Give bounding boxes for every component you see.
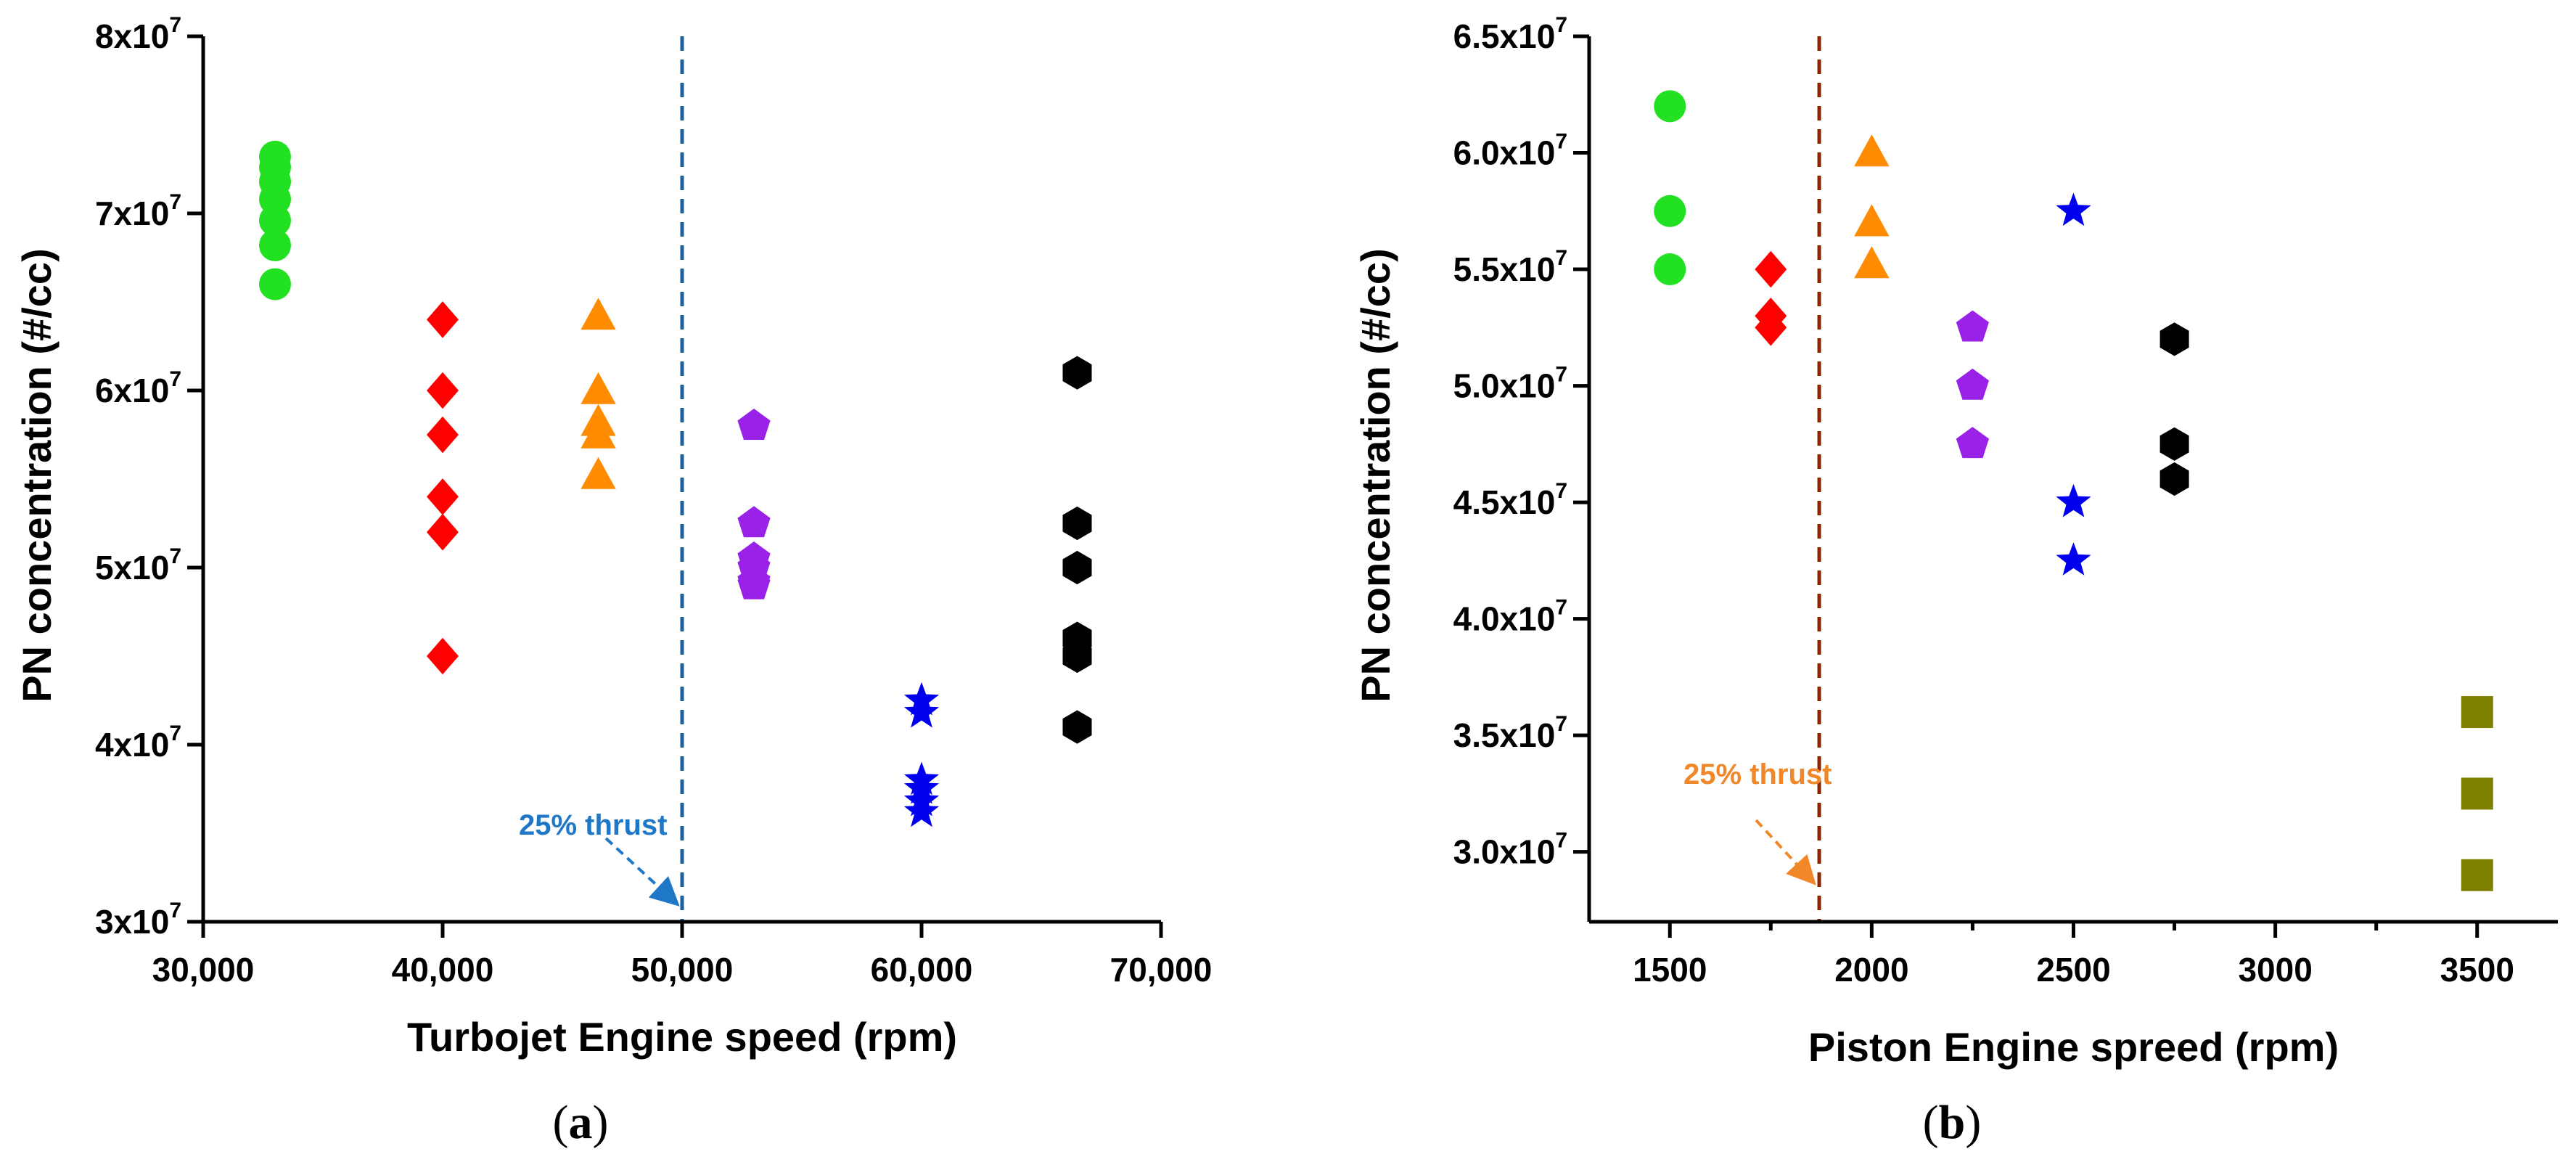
data-point-circle [1654, 90, 1686, 123]
data-point-diamond [427, 478, 459, 515]
x-tick-label: 3500 [2440, 951, 2514, 989]
data-point-star [903, 793, 940, 827]
data-point-hexagon [2159, 462, 2189, 496]
data-point-circle [259, 268, 291, 300]
data-point-square [2461, 696, 2493, 729]
series-pentagon [1956, 310, 1989, 459]
data-point-star [2056, 192, 2091, 226]
series-circle [259, 140, 291, 300]
series-pentagon [737, 409, 771, 600]
y-tick-label: 6.0x107 [1453, 130, 1567, 172]
y-tick-label: 3x107 [95, 899, 181, 941]
annotation-text: 25% thrust [1683, 758, 1832, 790]
data-point-star [2056, 542, 2091, 576]
data-point-hexagon [2159, 427, 2189, 461]
annotation-text: 25% thrust [519, 809, 668, 841]
data-point-hexagon [2159, 322, 2189, 356]
x-tick-label: 50,000 [631, 951, 734, 989]
data-point-triangle [581, 457, 616, 489]
data-point-diamond [427, 301, 459, 338]
data-point-triangle [581, 372, 616, 404]
data-point-hexagon [1062, 506, 1092, 541]
x-tick-label: 70,000 [1110, 951, 1213, 989]
series-star [2056, 192, 2091, 576]
series-star [903, 682, 940, 827]
x-axis-title: Piston Engine spreed (rpm) [1808, 1024, 2339, 1070]
data-point-triangle [1854, 246, 1890, 279]
data-point-circle [259, 140, 291, 173]
y-tick-label: 6x107 [95, 367, 181, 409]
data-point-triangle [1854, 204, 1890, 237]
data-point-pentagon [737, 506, 771, 538]
data-point-pentagon [737, 568, 771, 600]
data-point-hexagon [1062, 550, 1092, 585]
y-axis-title: PN concentration (#/cc) [14, 248, 60, 702]
y-tick-label: 8x107 [95, 13, 181, 55]
data-point-circle [1654, 253, 1686, 286]
y-tick-label: 3.5x107 [1453, 712, 1567, 754]
data-point-diamond [427, 513, 459, 551]
y-tick-label: 6.5x107 [1453, 13, 1567, 55]
chart-panel-b: 1500 2000 2500 3000 3500 3.0x107 3.5x107 4.0x10… [1353, 13, 2558, 1149]
data-point-circle [259, 229, 291, 261]
data-point-square [2461, 777, 2493, 810]
series-circle [1654, 90, 1686, 286]
series-square [2461, 696, 2493, 891]
series-triangle [581, 298, 616, 489]
data-point-pentagon [1956, 368, 1989, 400]
y-tick-label: 4.5x107 [1453, 479, 1567, 521]
data-point-triangle [1854, 134, 1890, 167]
data-point-pentagon [1956, 310, 1989, 342]
data-point-square [2461, 859, 2493, 891]
x-tick-label: 2000 [1834, 951, 1908, 989]
chart-panel-a: 30,000 40,000 50,000 60,000 70,000 3x107 4x107… [14, 13, 1212, 1149]
y-tick-label: 7x107 [95, 190, 181, 232]
series-diamond [427, 301, 459, 675]
series-triangle [1854, 134, 1890, 279]
x-tick-label: 30,000 [152, 951, 255, 989]
data-point-hexagon [1062, 356, 1092, 390]
y-tick-label: 5x107 [95, 544, 181, 586]
y-tick-label: 5.5x107 [1453, 246, 1567, 288]
panel-label: (b) [1923, 1096, 1982, 1149]
panel-label: (a) [553, 1096, 609, 1149]
y-tick-label: 3.0x107 [1453, 829, 1567, 871]
data-point-pentagon [737, 409, 771, 440]
annotation-arrow [1755, 819, 1816, 885]
x-axis-title: Turbojet Engine speed (rpm) [407, 1014, 957, 1060]
data-point-diamond [427, 637, 459, 675]
y-tick-label: 4x107 [95, 721, 181, 764]
data-point-pentagon [1956, 427, 1989, 459]
data-point-circle [1654, 195, 1686, 227]
y-tick-label: 4.0x107 [1453, 596, 1567, 638]
x-tick-label: 60,000 [871, 951, 973, 989]
x-tick-label: 1500 [1633, 951, 1707, 989]
series-hexagon [2159, 322, 2189, 496]
data-point-hexagon [1062, 710, 1092, 744]
x-tick-label: 3000 [2238, 951, 2312, 989]
data-point-triangle [581, 416, 616, 449]
series-hexagon [1062, 356, 1092, 744]
x-tick-label: 2500 [2036, 951, 2110, 989]
data-point-diamond [427, 372, 459, 409]
data-point-diamond [427, 416, 459, 454]
series-diamond [1755, 250, 1787, 346]
x-tick-label: 40,000 [392, 951, 494, 989]
data-point-diamond [1755, 309, 1787, 346]
data-point-star [2056, 483, 2091, 518]
data-point-triangle [581, 298, 616, 330]
y-tick-label: 5.0x107 [1453, 363, 1567, 405]
data-point-hexagon [1062, 639, 1092, 674]
annotation-arrow [604, 837, 680, 907]
data-point-star [903, 694, 940, 728]
data-point-diamond [1755, 250, 1787, 288]
y-axis-title: PN concentration (#/cc) [1353, 248, 1398, 702]
